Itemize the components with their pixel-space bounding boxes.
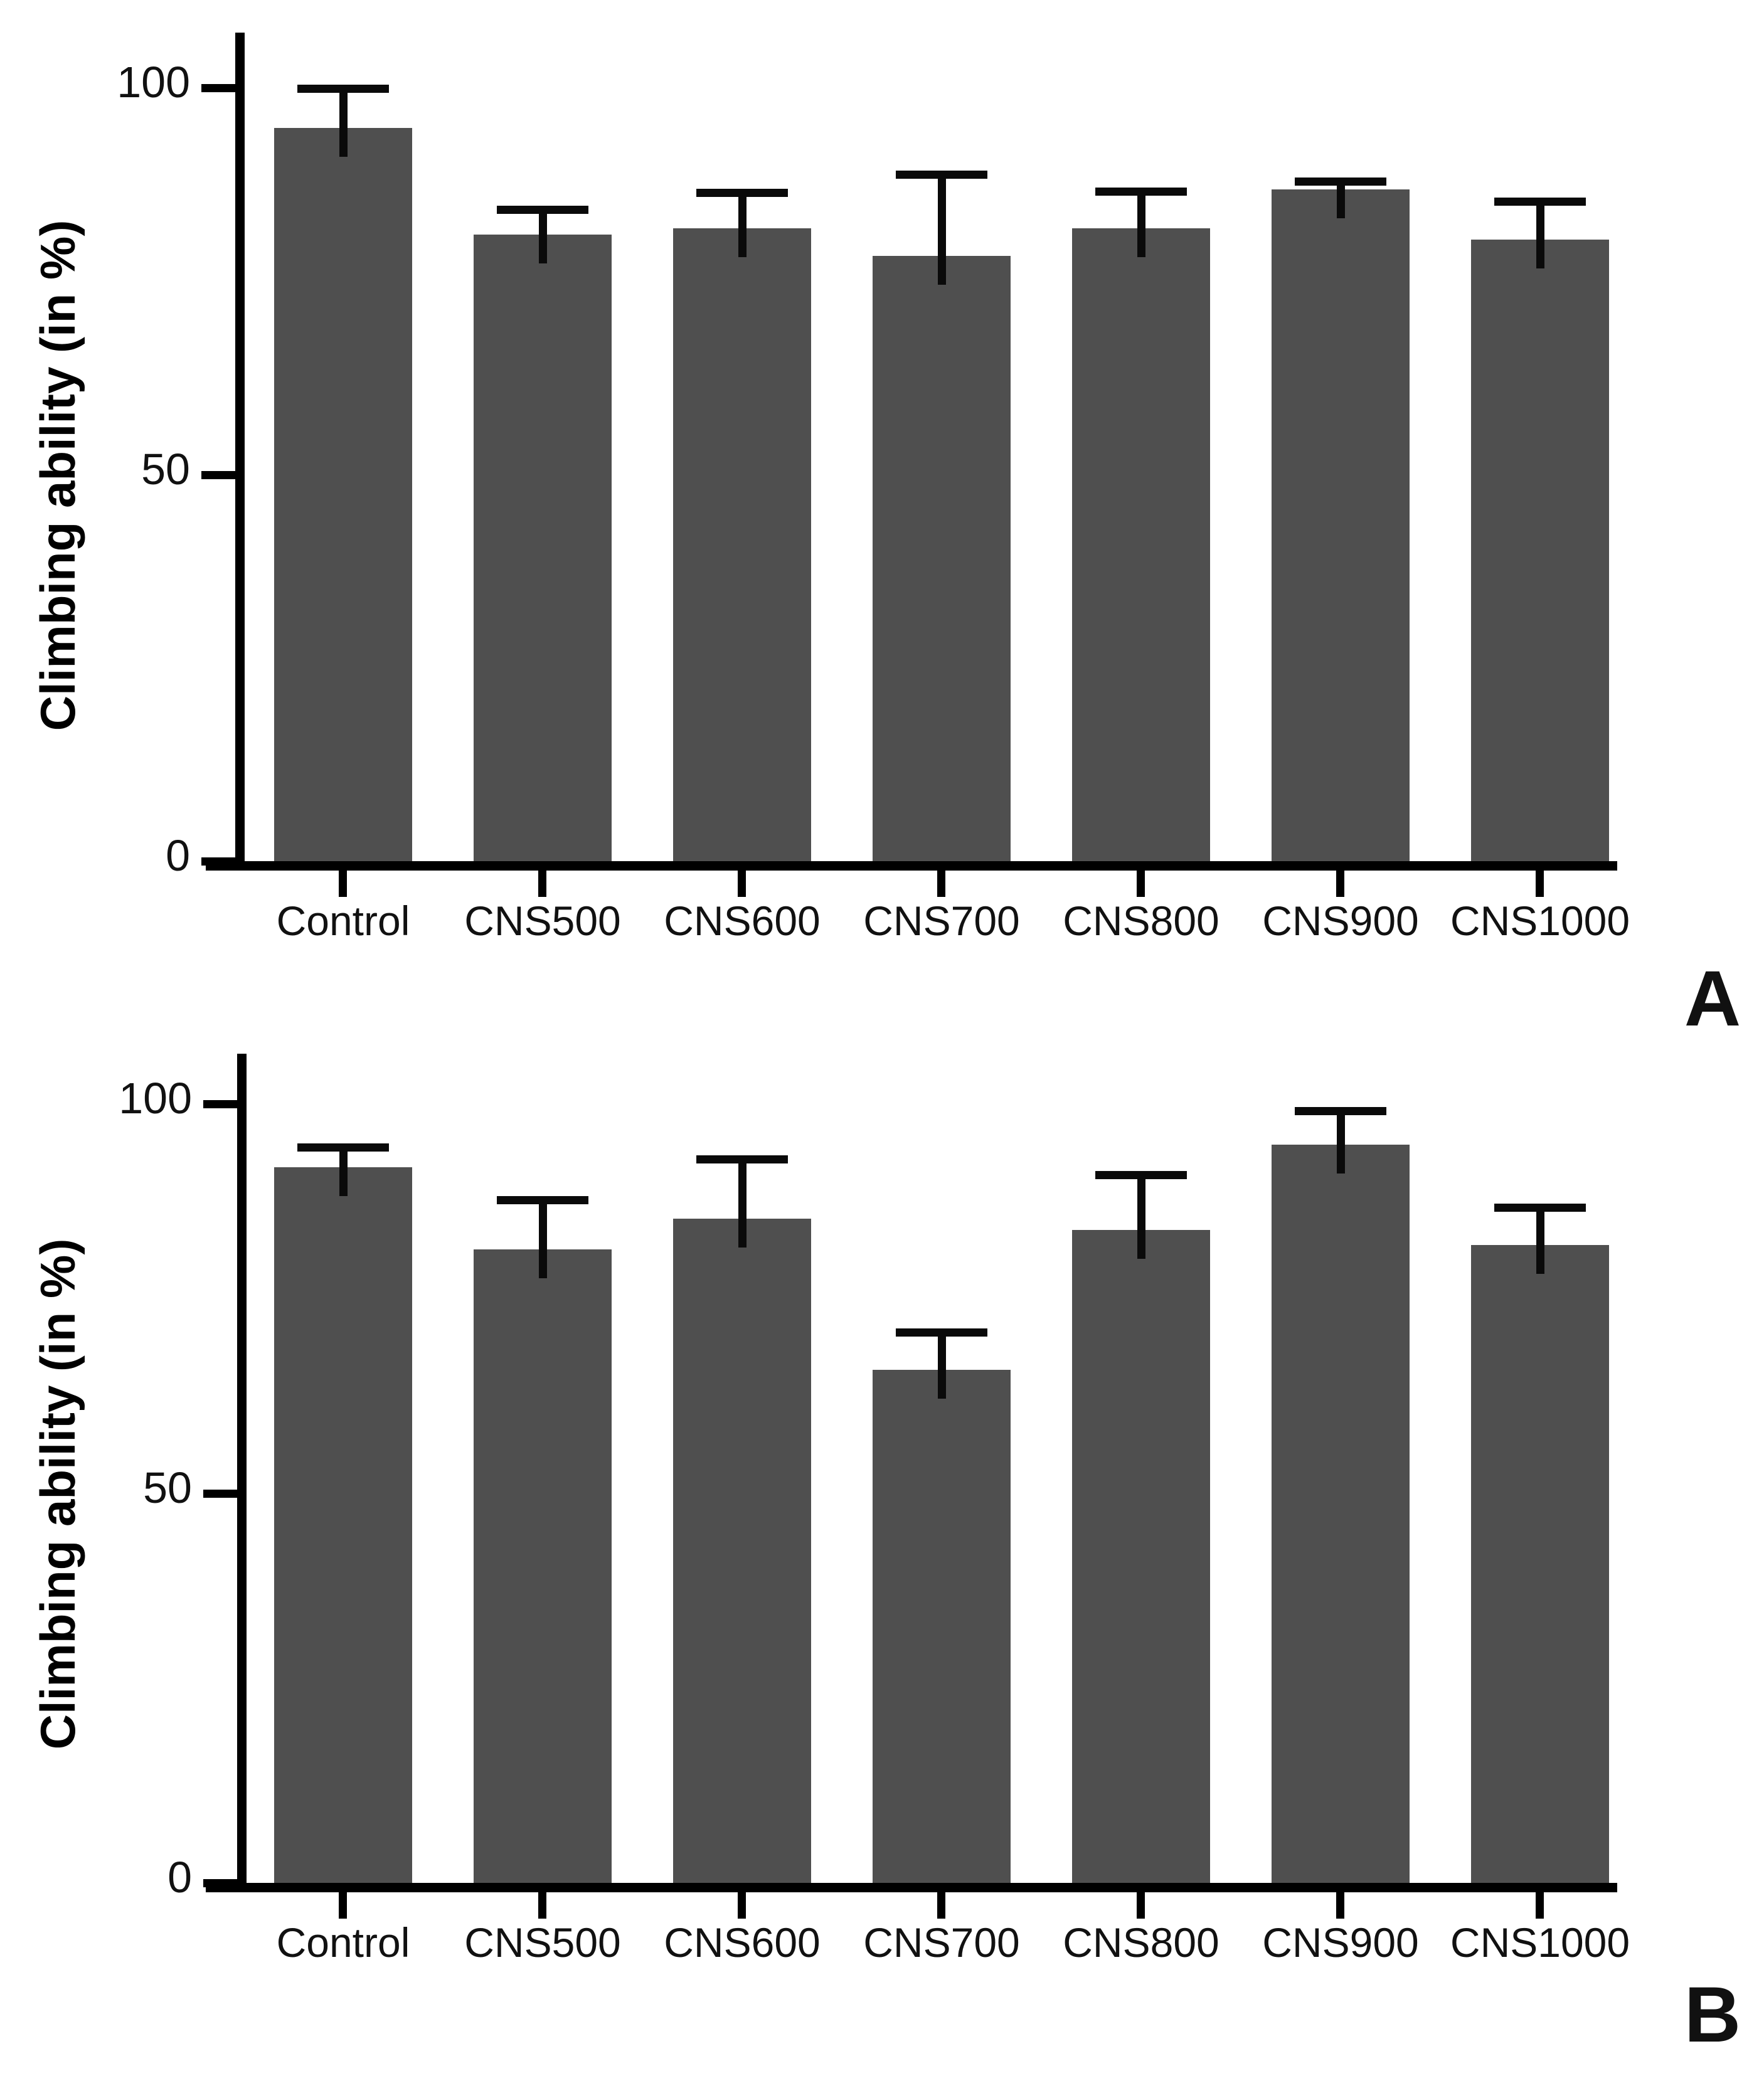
y-tick-label: 100 bbox=[117, 58, 190, 107]
panel-letter-a: A bbox=[1684, 955, 1741, 1042]
error-bar-cap bbox=[1095, 1171, 1187, 1180]
error-bar-stem bbox=[1536, 1208, 1544, 1274]
bar-cns500 bbox=[474, 1249, 612, 1883]
bar-control bbox=[274, 1167, 412, 1883]
x-tick bbox=[937, 1892, 945, 1919]
bar-cns800 bbox=[1072, 1230, 1210, 1883]
x-tick-label: CNS900 bbox=[1262, 898, 1419, 944]
x-tick-label: Control bbox=[276, 898, 410, 944]
y-tick bbox=[203, 1100, 238, 1108]
x-axis-line bbox=[206, 1883, 1617, 1892]
y-tick-label: 50 bbox=[143, 1463, 192, 1512]
y-tick-label: 0 bbox=[166, 831, 190, 880]
error-bar-cap bbox=[1494, 198, 1586, 206]
x-tick bbox=[1536, 871, 1544, 897]
x-tick bbox=[738, 1892, 746, 1919]
error-bar-cap bbox=[497, 205, 588, 214]
error-bar-cap bbox=[696, 1155, 788, 1164]
x-tick bbox=[1137, 1892, 1145, 1919]
error-bar-cap bbox=[896, 1328, 987, 1337]
error-bar-stem bbox=[339, 89, 348, 157]
error-bar-cap bbox=[297, 1143, 389, 1152]
y-tick bbox=[201, 857, 236, 866]
error-bar-stem bbox=[738, 1160, 747, 1248]
x-tick bbox=[339, 1892, 347, 1919]
y-axis-line bbox=[237, 1054, 247, 1892]
error-bar-stem bbox=[1536, 202, 1544, 268]
error-bar-cap bbox=[497, 1196, 588, 1204]
y-tick-label: 100 bbox=[119, 1074, 192, 1123]
x-tick bbox=[738, 871, 746, 897]
error-bar-stem bbox=[738, 193, 747, 258]
error-bar-stem bbox=[1337, 182, 1345, 218]
x-tick bbox=[1137, 871, 1145, 897]
panel-letter-b: B bbox=[1684, 1971, 1741, 2059]
bar-cns700 bbox=[873, 255, 1011, 861]
x-tick bbox=[937, 871, 945, 897]
error-bar-cap bbox=[696, 188, 788, 197]
error-bar-stem bbox=[938, 175, 946, 285]
bar-cns600 bbox=[673, 1218, 811, 1883]
x-tick bbox=[1536, 1892, 1544, 1919]
x-tick-label: CNS800 bbox=[1063, 898, 1219, 944]
bar-cns800 bbox=[1072, 228, 1210, 861]
error-bar-stem bbox=[539, 1200, 547, 1279]
x-tick bbox=[538, 1892, 546, 1919]
x-tick-label: CNS1000 bbox=[1450, 1919, 1630, 1966]
y-tick-label: 50 bbox=[141, 444, 190, 494]
error-bar-stem bbox=[1137, 1175, 1145, 1259]
bar-cns600 bbox=[673, 228, 811, 861]
error-bar-stem bbox=[1137, 192, 1145, 258]
x-axis-line bbox=[206, 861, 1617, 871]
x-tick bbox=[1336, 1892, 1344, 1919]
x-tick bbox=[1336, 871, 1344, 897]
x-tick-label: CNS1000 bbox=[1450, 898, 1630, 944]
x-tick bbox=[339, 871, 347, 897]
y-axis-line bbox=[235, 33, 245, 871]
x-tick-label: CNS600 bbox=[664, 1919, 821, 1966]
x-tick-label: Control bbox=[276, 1919, 410, 1966]
y-tick bbox=[201, 470, 236, 479]
x-tick-label: CNS500 bbox=[464, 898, 621, 944]
y-tick bbox=[203, 1879, 238, 1887]
bar-cns500 bbox=[474, 235, 612, 861]
x-tick-label: CNS700 bbox=[863, 898, 1020, 944]
error-bar-stem bbox=[938, 1333, 946, 1399]
x-tick-label: CNS800 bbox=[1063, 1919, 1219, 1966]
bar-cns900 bbox=[1272, 1144, 1410, 1883]
bar-cns700 bbox=[873, 1369, 1011, 1883]
x-tick-label: CNS600 bbox=[664, 898, 821, 944]
error-bar-cap bbox=[297, 85, 389, 93]
x-tick-label: CNS900 bbox=[1262, 1919, 1419, 1966]
bar-cns1000 bbox=[1471, 1244, 1609, 1883]
y-tick-label: 0 bbox=[167, 1853, 192, 1902]
error-bar-stem bbox=[1337, 1111, 1345, 1174]
error-bar-cap bbox=[1295, 178, 1386, 186]
x-tick-label: CNS700 bbox=[863, 1919, 1020, 1966]
y-tick bbox=[203, 1490, 238, 1498]
bar-cns1000 bbox=[1471, 239, 1609, 861]
x-tick-label: CNS500 bbox=[464, 1919, 621, 1966]
error-bar-cap bbox=[1295, 1107, 1386, 1116]
error-bar-cap bbox=[1095, 188, 1187, 196]
x-tick bbox=[538, 871, 546, 897]
bar-control bbox=[274, 128, 412, 861]
error-bar-cap bbox=[896, 171, 987, 179]
y-tick bbox=[201, 84, 236, 92]
error-bar-stem bbox=[339, 1147, 348, 1196]
error-bar-stem bbox=[539, 209, 547, 264]
error-bar-cap bbox=[1494, 1204, 1586, 1212]
bar-cns900 bbox=[1272, 189, 1410, 861]
y-axis-label-b: Climbing ability (in %) bbox=[30, 1238, 85, 1750]
